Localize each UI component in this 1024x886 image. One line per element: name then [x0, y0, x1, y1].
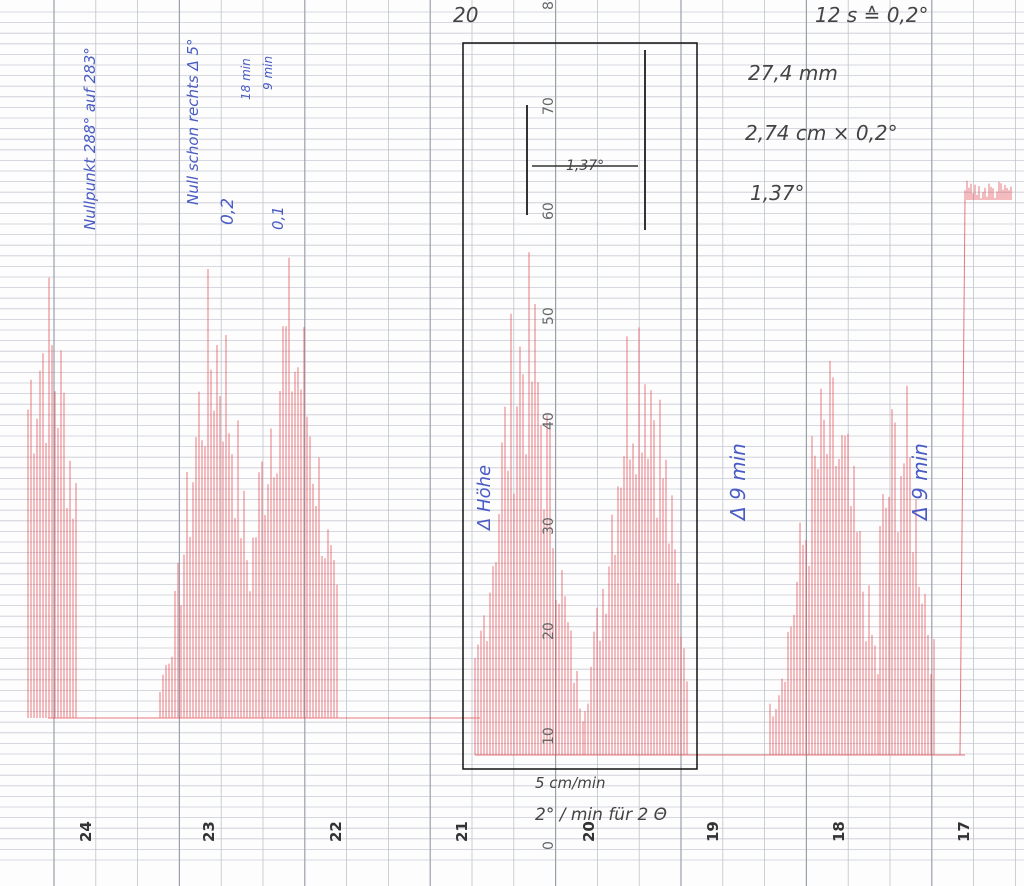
annotation: 9 min — [261, 56, 275, 90]
top-note: 2,74 cm × 0,2° — [745, 121, 898, 145]
top-note: 1,37° — [750, 181, 805, 205]
scale-label: 24 — [77, 821, 95, 842]
scale-label: 70 — [541, 97, 557, 115]
scale-label: 19 — [704, 821, 722, 842]
recorder-trace — [27, 180, 1012, 756]
scale-label: 23 — [200, 821, 218, 842]
highlight-box — [462, 42, 698, 770]
scale-label: 30 — [541, 517, 557, 535]
annotation: Nullpunkt 288° auf 283° — [81, 47, 99, 230]
annotation: 0,1 — [269, 206, 287, 230]
scale-label: 50 — [541, 307, 557, 325]
annotation: Δ Höhe — [474, 465, 495, 532]
annotation: 0,2 — [218, 198, 238, 225]
top-note: 27,4 mm — [748, 61, 838, 85]
scale-label: 21 — [453, 821, 471, 842]
scale-label: 0 — [541, 841, 557, 850]
scale-label: 18 — [830, 821, 848, 842]
trace-path — [27, 180, 1012, 756]
annotation: 2° / min für 2 Θ — [535, 805, 667, 825]
top-left-mark: 20 — [453, 3, 478, 27]
scale-label: 20 — [541, 622, 557, 640]
scale-label: 80 — [541, 0, 557, 10]
scale-label: 22 — [327, 821, 345, 842]
annotation: Δ 9 min — [908, 443, 932, 522]
scale-label: 10 — [541, 727, 557, 745]
top-note: 12 s ≙ 0,2° — [815, 3, 929, 27]
scale-label: 17 — [955, 821, 973, 842]
scale-label: 40 — [541, 412, 557, 430]
scale-label: 20 — [580, 821, 598, 842]
annotation: 5 cm/min — [535, 774, 606, 792]
annotation: Δ 9 min — [726, 443, 750, 522]
scale-label: 60 — [541, 202, 557, 220]
box-note: 1,37° — [566, 158, 604, 174]
annotation: Null schon rechts Δ 5° — [184, 38, 202, 205]
annotation: 18 min — [239, 58, 253, 100]
